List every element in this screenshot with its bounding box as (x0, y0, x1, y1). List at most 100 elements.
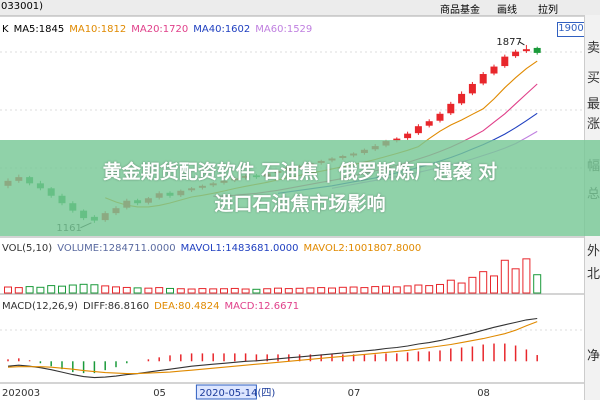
volume-bar (133, 287, 142, 294)
legend-item: MAVOL1:1483681.0000 (180, 243, 299, 254)
x-tick-label: 05 (153, 388, 166, 399)
tab[interactable]: 拉列 (538, 5, 558, 16)
candle-body (393, 138, 401, 141)
price-box: 1900 (557, 22, 585, 37)
volume-bar (198, 288, 207, 294)
macd-line (7, 317, 538, 379)
volume-bar (209, 288, 218, 294)
volume-bar (468, 276, 477, 294)
banner-line: 进口石油焦市场影响 (214, 193, 386, 215)
legend-item: MA60:1529 (255, 24, 313, 35)
volume-bar (295, 287, 304, 294)
volume-bar (241, 288, 250, 294)
volume-bar (425, 285, 434, 294)
legend-item: MA5:1845 (13, 24, 65, 35)
tab[interactable]: 画线 (497, 5, 517, 16)
volume-bar (90, 284, 99, 294)
volume-bar (68, 284, 77, 294)
tab[interactable]: 商品基金 (440, 5, 480, 16)
volume-bar (392, 286, 401, 294)
volume-bar (263, 288, 272, 294)
high-arrow (519, 41, 525, 46)
volume-bar (360, 287, 369, 294)
volume-bar (36, 286, 45, 294)
volume-bar (187, 288, 196, 294)
side-label: 最 (587, 97, 600, 112)
volume-bar (436, 283, 444, 294)
volume-bar (79, 283, 88, 294)
volume-bar (371, 286, 380, 294)
volume-bar (252, 288, 261, 294)
volume-bar (4, 286, 12, 294)
volume-bar (101, 285, 110, 294)
legend-item: K (2, 24, 9, 35)
x-tick-label: 202003 (2, 388, 40, 399)
volume-bar (25, 286, 34, 294)
candle-body (404, 133, 412, 139)
candle-body (501, 56, 509, 67)
volume-bar (382, 285, 390, 294)
candle-body (447, 103, 455, 114)
volume-bar (220, 288, 228, 294)
candle-body (490, 66, 498, 74)
volume-bar (317, 287, 326, 294)
candle-body (436, 113, 444, 121)
legend-item: DEA:80.4824 (154, 301, 220, 312)
legend-item: MA10:1812 (69, 24, 127, 35)
macd-line (7, 321, 538, 375)
volume-bar (230, 287, 239, 294)
legend-item: MAVOL2:1001807.8000 (303, 243, 422, 254)
candle-body (425, 121, 433, 126)
legend-item: MACD(12,26,9) (2, 301, 78, 312)
candle-body (468, 83, 476, 94)
volume-bar (500, 259, 509, 294)
candle-body (479, 74, 487, 84)
volume-bar (414, 284, 423, 294)
banner-line: 黄金期货配资软件 石油焦 | 俄罗斯炼厂遇袭 对 (102, 161, 498, 183)
volume-bar (328, 287, 336, 294)
volume-bar (176, 288, 185, 294)
volume-bar (511, 268, 520, 294)
volume-bar (457, 282, 466, 294)
legend: VOL(5,10) VOLUME:1284711.0000 MAVOL1:14836… (2, 243, 421, 254)
volume-bar (144, 287, 153, 294)
legend-item: MA40:1602 (193, 24, 251, 35)
side-label: 卖 (587, 41, 600, 56)
volume-bar (533, 274, 542, 294)
volume-bar (522, 258, 531, 294)
volume-bar (155, 287, 164, 294)
volume-bar (490, 275, 498, 294)
candle-body (512, 51, 520, 57)
volume-bar (306, 287, 315, 294)
side-label: 买 (587, 71, 600, 86)
cursor-label: 2020-05-14(四) (199, 388, 275, 399)
side-label: 外 (587, 244, 600, 259)
code: 033001) (1, 1, 44, 12)
volume-bar (349, 286, 358, 294)
legend-item: MA20:1720 (131, 24, 189, 35)
legend-item: MACD:12.6671 (224, 301, 300, 312)
volume-bar (166, 287, 174, 294)
side-label: 北 (587, 267, 600, 282)
volume-bar (479, 271, 488, 294)
legend-item: VOLUME:1284711.0000 (57, 243, 176, 254)
candle-body (533, 47, 541, 53)
cursor-box (195, 384, 257, 400)
volume-bar (284, 288, 293, 294)
volume-bar (274, 287, 282, 294)
side-label: 净 (587, 349, 600, 364)
volume-bar (58, 285, 66, 294)
top-bar: 033001) 商品基金 画线 拉列 (0, 0, 600, 16)
volume-bar (403, 285, 412, 294)
volume-bar (446, 279, 455, 294)
banner: 黄金期货配资软件 石油焦 | 俄罗斯炼厂遇袭 对 进口石油焦市场影响 (0, 140, 600, 236)
volume-bar (47, 285, 56, 294)
side-label: 涨 (587, 117, 600, 132)
volume-bar (122, 286, 131, 294)
candle-body (522, 49, 530, 52)
x-tick-label: 07 (348, 388, 361, 399)
volume-bar (14, 287, 23, 294)
legend-item: VOL(5,10) (2, 243, 53, 254)
volume-bar (112, 286, 120, 294)
